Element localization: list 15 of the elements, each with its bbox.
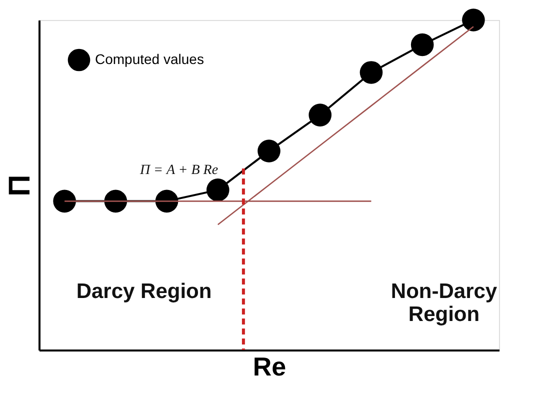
legend-label: Computed values — [95, 51, 204, 67]
point — [53, 190, 76, 213]
point — [258, 140, 280, 162]
annotation: Π = A + B Re — [138, 163, 218, 178]
annotation: Darcy Region — [76, 280, 212, 303]
x-axis-title: Re — [252, 352, 286, 382]
point — [104, 190, 128, 213]
annotation: Non-Darcy Region — [390, 280, 498, 326]
point — [155, 190, 178, 213]
point — [410, 33, 434, 56]
point — [462, 8, 485, 32]
y-axis-title: Π — [4, 174, 36, 196]
point — [360, 61, 383, 84]
point — [308, 104, 332, 126]
point — [206, 178, 230, 202]
